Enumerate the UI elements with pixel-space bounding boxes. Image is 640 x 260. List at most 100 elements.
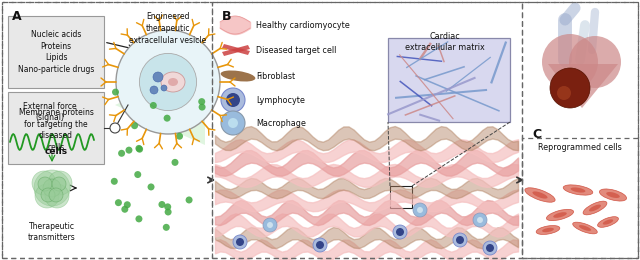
Ellipse shape (598, 217, 618, 227)
Polygon shape (222, 45, 250, 56)
Text: Therapeutic
transmitters: Therapeutic transmitters (28, 222, 76, 242)
Circle shape (110, 123, 120, 133)
Circle shape (198, 98, 205, 105)
Circle shape (148, 184, 154, 190)
Circle shape (136, 145, 143, 152)
Ellipse shape (547, 209, 573, 221)
Circle shape (150, 102, 157, 109)
Circle shape (226, 93, 240, 107)
Circle shape (163, 224, 170, 231)
Circle shape (161, 85, 167, 91)
Text: Healthy cardiomyocyte: Healthy cardiomyocyte (256, 21, 349, 29)
Text: B: B (222, 10, 232, 23)
Ellipse shape (525, 188, 555, 202)
Circle shape (48, 171, 72, 195)
Circle shape (236, 238, 244, 246)
Ellipse shape (606, 192, 620, 198)
Circle shape (396, 228, 404, 236)
Circle shape (115, 199, 122, 206)
Text: Diseased target cell: Diseased target cell (256, 46, 337, 55)
Circle shape (136, 215, 143, 222)
Circle shape (124, 201, 131, 208)
Ellipse shape (571, 187, 586, 193)
Bar (212, 2, 522, 258)
Circle shape (313, 238, 327, 252)
Circle shape (38, 177, 52, 191)
Circle shape (164, 203, 172, 210)
Circle shape (263, 218, 277, 232)
Polygon shape (548, 64, 618, 108)
Text: cells: cells (44, 147, 68, 156)
Ellipse shape (532, 191, 548, 199)
Text: Cardiac
extracellular matrix: Cardiac extracellular matrix (405, 32, 485, 52)
Circle shape (150, 86, 158, 94)
Ellipse shape (573, 222, 597, 234)
Text: Macrophage: Macrophage (256, 119, 306, 127)
Ellipse shape (583, 201, 607, 215)
Circle shape (542, 34, 598, 90)
Circle shape (41, 188, 55, 202)
Circle shape (176, 133, 183, 140)
Circle shape (140, 53, 196, 110)
Circle shape (473, 213, 487, 227)
Circle shape (164, 209, 172, 216)
Circle shape (198, 103, 205, 110)
Circle shape (153, 72, 163, 82)
Circle shape (32, 171, 56, 195)
Text: Reprogrammed cells: Reprogrammed cells (538, 144, 622, 153)
Text: Fibroblast: Fibroblast (256, 72, 295, 81)
Circle shape (116, 30, 220, 134)
Circle shape (52, 177, 66, 191)
Circle shape (413, 203, 427, 217)
Text: C: C (532, 128, 541, 141)
Ellipse shape (589, 205, 601, 211)
Circle shape (486, 244, 494, 252)
Ellipse shape (542, 228, 554, 232)
Text: Engineered
therapeutic
extracellular vesicle: Engineered therapeutic extracellular ves… (129, 12, 207, 45)
Ellipse shape (161, 72, 185, 92)
Ellipse shape (553, 212, 567, 218)
Ellipse shape (221, 70, 255, 82)
Circle shape (43, 179, 61, 197)
Ellipse shape (563, 185, 593, 195)
Circle shape (557, 86, 571, 100)
Circle shape (228, 118, 238, 128)
Circle shape (45, 184, 69, 208)
Circle shape (172, 159, 179, 166)
Circle shape (159, 201, 165, 208)
Circle shape (112, 89, 119, 96)
Circle shape (221, 88, 245, 112)
Circle shape (131, 122, 138, 129)
Circle shape (453, 233, 467, 247)
Circle shape (569, 36, 621, 88)
Polygon shape (115, 65, 205, 145)
Polygon shape (222, 44, 250, 55)
Text: Lymphocyte: Lymphocyte (256, 95, 305, 105)
Circle shape (393, 225, 407, 239)
Ellipse shape (603, 219, 613, 225)
Circle shape (233, 235, 247, 249)
Bar (522, 2, 638, 258)
Circle shape (122, 206, 129, 213)
Ellipse shape (600, 189, 627, 201)
Text: A: A (12, 10, 22, 23)
Circle shape (134, 171, 141, 178)
Text: External force
(signal): External force (signal) (23, 102, 77, 122)
Circle shape (267, 222, 273, 228)
Circle shape (164, 115, 171, 122)
Circle shape (136, 146, 143, 153)
Circle shape (186, 197, 193, 204)
Bar (2, 2, 212, 258)
Ellipse shape (579, 225, 591, 231)
Circle shape (316, 241, 324, 249)
Ellipse shape (168, 78, 178, 86)
Circle shape (221, 111, 245, 135)
Text: Membrane proteins
for targeting the
diseased
cells: Membrane proteins for targeting the dise… (19, 108, 93, 152)
Bar (8, 16, 104, 88)
Circle shape (417, 207, 423, 213)
Circle shape (35, 184, 59, 208)
Circle shape (456, 236, 464, 244)
Text: Nucleic acids
Proteins
Lipids
Nano-particle drugs: Nucleic acids Proteins Lipids Nano-parti… (18, 30, 94, 74)
Circle shape (118, 150, 125, 157)
Bar (388, 38, 510, 122)
